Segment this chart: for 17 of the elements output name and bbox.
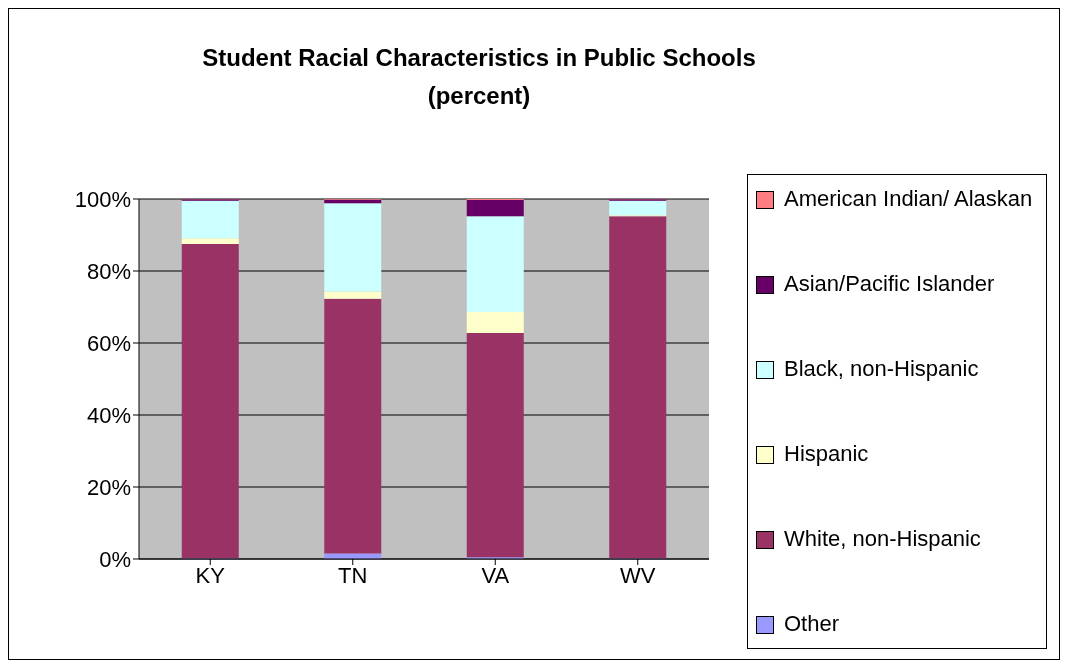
legend-label: American Indian/ Alaskan [784,185,1034,213]
legend-label: Hispanic [784,440,870,468]
y-tick-label: 40% [86,402,131,428]
legend-label: White, non-Hispanic [784,525,982,553]
y-tick-label: 0% [99,546,131,572]
x-tick-label: VA [481,562,510,588]
y-tick-label: 60% [86,330,131,356]
legend-label: Asian/Pacific Islander [784,270,996,298]
y-tick-label: 80% [86,258,131,284]
x-tick-label: WV [620,562,656,588]
y-tick-label: 100% [74,186,131,212]
legend-label: Other [784,610,841,638]
legend-label: Black, non-Hispanic [784,355,980,383]
y-tick-label: 20% [86,474,131,500]
x-tick-label: TN [338,562,368,588]
chart-title: Student Racial Characteristics in Public Schools (percent) [201,43,757,111]
x-tick-label: KY [195,562,226,588]
